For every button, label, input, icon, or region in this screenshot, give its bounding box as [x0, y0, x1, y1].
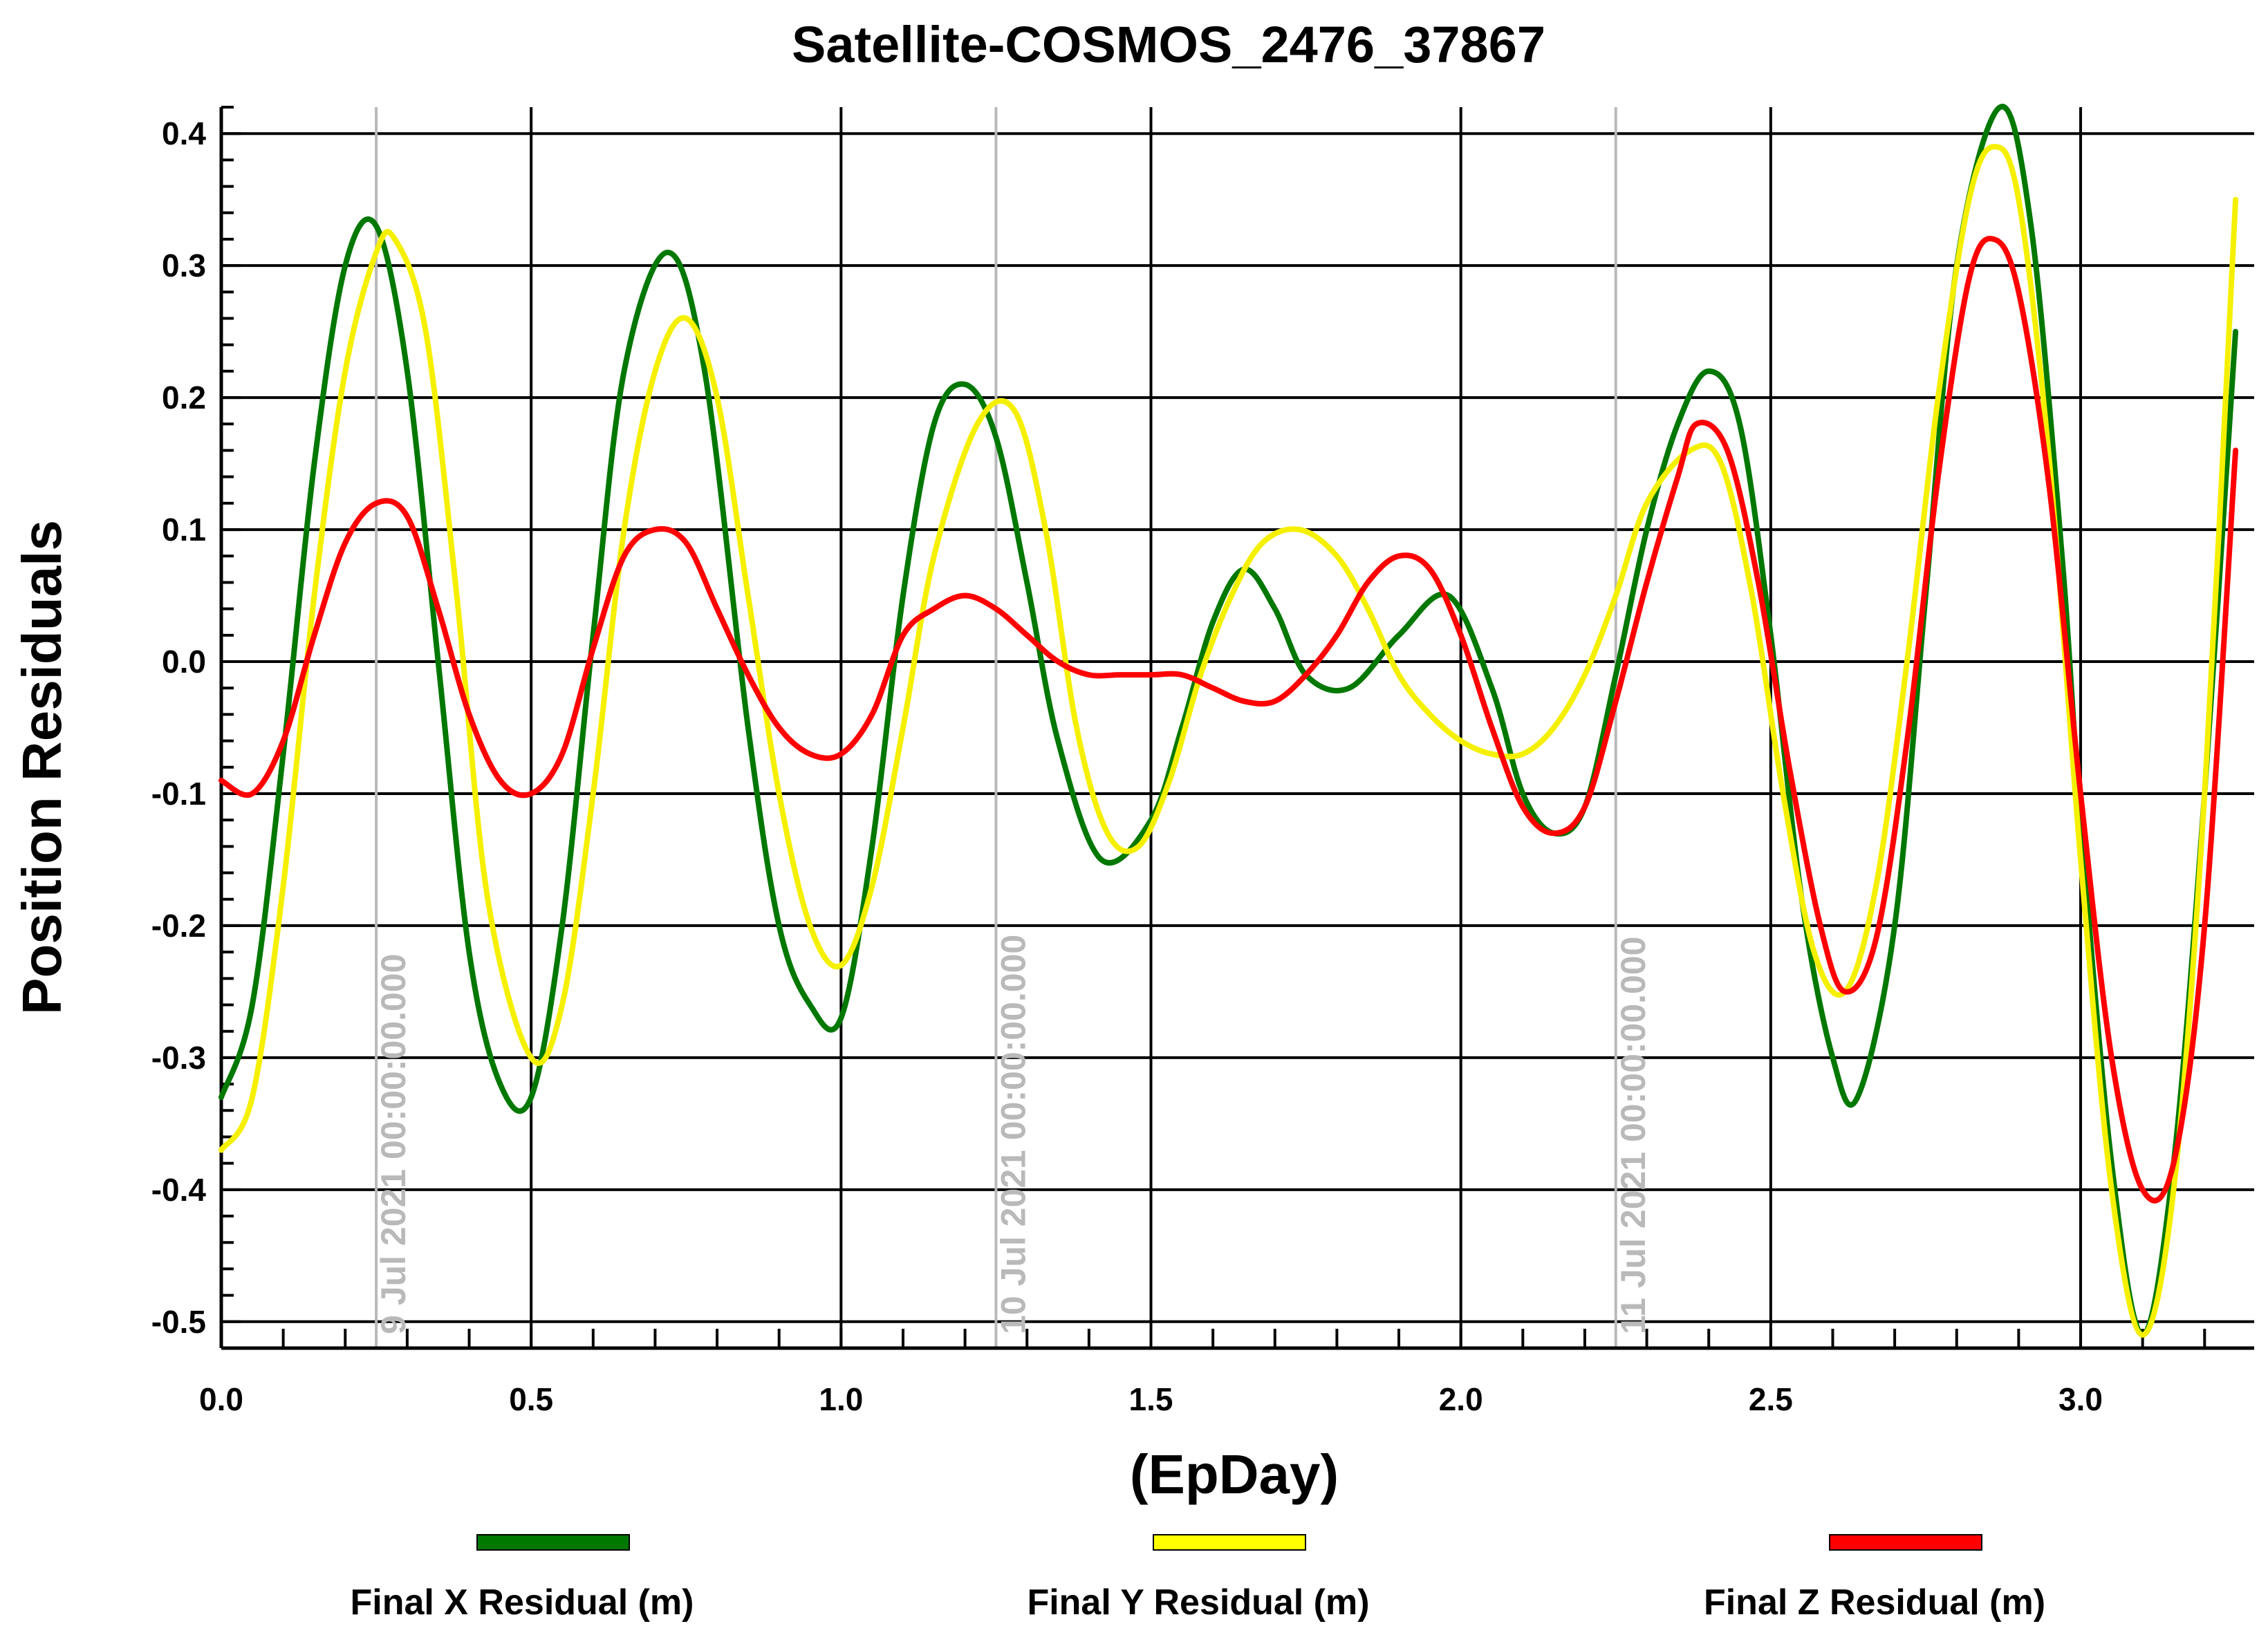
- x-tick-label-6: 3.0: [2058, 1381, 2103, 1417]
- legend-label-2: Final Z Residual (m): [1704, 1582, 2045, 1623]
- y-tick-label-2: 0.2: [162, 380, 206, 415]
- y-tick-label-4: 0.0: [162, 644, 206, 680]
- y-tick-label-6: -0.2: [151, 908, 206, 944]
- y-tick-label-0: 0.4: [162, 115, 206, 151]
- y-tick-label-9: -0.5: [151, 1304, 206, 1340]
- x-tick-label-5: 2.5: [1749, 1381, 1793, 1417]
- y-axis-label: Position Residuals: [11, 520, 73, 1015]
- x-tick-label-3: 1.5: [1129, 1381, 1173, 1417]
- legend-label-1: Final Y Residual (m): [1027, 1582, 1369, 1623]
- chart-title: Satellite-COSMOS_2476_37867: [792, 16, 1545, 73]
- plot-area: 9 Jul 2021 00:00:00.000 10 Jul 2021 00:00…: [151, 104, 2254, 1417]
- x-tick-label-4: 2.0: [1439, 1381, 1483, 1417]
- x-tick-label-0: 0.0: [199, 1381, 243, 1417]
- series-line-0: [219, 104, 2239, 1338]
- series-line-2: [219, 236, 2239, 1204]
- date-marker-label-0: 9 Jul 2021 00:00:00.000: [374, 954, 413, 1334]
- y-tick-label-5: -0.1: [151, 776, 206, 812]
- legend-swatch-0: [476, 1534, 630, 1551]
- legend: Final X Residual (m) Final Y Residual (m)…: [351, 1534, 2045, 1623]
- legend-swatch-1: [1153, 1534, 1306, 1551]
- y-tick-label-3: 0.1: [162, 512, 206, 548]
- x-tick-label-1: 0.5: [509, 1381, 553, 1417]
- legend-swatch-2: [1829, 1534, 1982, 1551]
- y-tick-label-7: -0.3: [151, 1040, 206, 1076]
- y-tick-label-1: 0.3: [162, 247, 206, 283]
- x-axis-label: (EpDay): [1130, 1444, 1339, 1505]
- date-marker-label-1: 10 Jul 2021 00:00:00.000: [994, 935, 1032, 1334]
- date-marker-label-2: 11 Jul 2021 00:00:00.000: [1614, 937, 1653, 1334]
- legend-label-0: Final X Residual (m): [351, 1582, 694, 1623]
- series-line-1: [219, 144, 2239, 1338]
- x-tick-label-2: 1.0: [819, 1381, 863, 1417]
- y-tick-label-8: -0.4: [151, 1172, 207, 1208]
